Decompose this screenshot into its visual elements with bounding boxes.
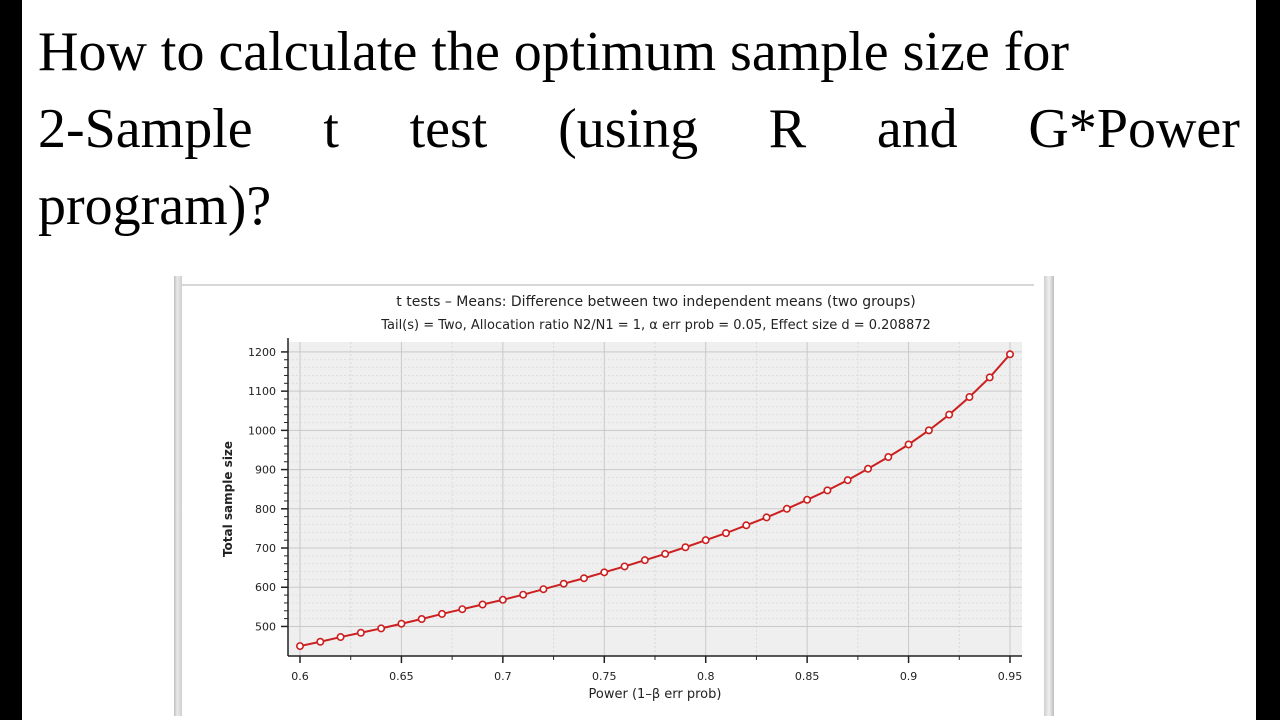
- heading-word: t: [323, 98, 339, 160]
- heading-word: and: [876, 98, 958, 160]
- panel-right-edge: [1044, 276, 1054, 716]
- y-tick-label: 1000: [248, 424, 276, 437]
- heading-word: 2-Sample: [38, 98, 253, 160]
- data-point: [823, 486, 832, 495]
- y-tick-label: 800: [255, 503, 276, 516]
- data-point: [437, 609, 446, 618]
- data-point: [863, 464, 872, 473]
- y-axis-label: Total sample size: [221, 441, 235, 557]
- data-point: [884, 453, 893, 462]
- data-point: [600, 568, 609, 577]
- y-tick-label: 900: [255, 464, 276, 477]
- data-point: [579, 574, 588, 583]
- panel-top-border: [182, 284, 1034, 286]
- x-tick-label: 0.9: [900, 670, 918, 683]
- x-tick-label: 0.6: [291, 670, 309, 683]
- x-axis-label: Power (1–β err prob): [589, 687, 722, 702]
- heading-line-3: program)?: [38, 175, 272, 237]
- data-point: [965, 393, 974, 402]
- data-point: [458, 605, 467, 614]
- data-point: [336, 633, 345, 642]
- power-chart: t tests – Means: Difference between two …: [221, 294, 1023, 702]
- data-point: [397, 619, 406, 628]
- x-tick-label: 0.85: [795, 670, 820, 683]
- data-point: [721, 529, 730, 538]
- x-tick-label: 0.65: [389, 670, 414, 683]
- data-point: [762, 513, 771, 522]
- data-point: [701, 536, 710, 545]
- heading-word: R: [768, 98, 807, 160]
- data-point: [316, 637, 325, 646]
- data-point: [904, 440, 913, 449]
- chart-subtitle: Tail(s) = Two, Allocation ratio N2/N1 = …: [380, 318, 931, 333]
- y-tick-label: 600: [255, 581, 276, 594]
- data-point: [945, 410, 954, 419]
- y-tick-label: 500: [255, 620, 276, 633]
- y-tick-label: 700: [255, 542, 276, 555]
- data-point: [377, 624, 386, 633]
- heading-word: (using: [558, 98, 699, 160]
- x-tick-label: 0.8: [697, 670, 715, 683]
- data-point: [924, 426, 933, 435]
- data-point: [620, 562, 629, 571]
- data-point: [843, 476, 852, 485]
- data-point: [742, 521, 751, 530]
- x-tick-label: 0.95: [998, 670, 1023, 683]
- data-point: [356, 628, 365, 637]
- chart-title: t tests – Means: Difference between two …: [396, 294, 915, 310]
- heading-word: G*Power: [1028, 98, 1240, 160]
- heading-line-1: How to calculate the optimum sample size…: [38, 21, 1070, 83]
- x-tick-label: 0.7: [494, 670, 512, 683]
- y-tick-label: 1200: [248, 346, 276, 359]
- data-point: [539, 585, 548, 594]
- data-point: [519, 590, 528, 599]
- data-point: [559, 579, 568, 588]
- data-point: [803, 495, 812, 504]
- data-point: [498, 595, 507, 604]
- data-point: [1005, 350, 1014, 359]
- data-point: [296, 642, 305, 651]
- x-tick-label: 0.75: [592, 670, 617, 683]
- data-point: [782, 504, 791, 513]
- heading-word: test: [409, 98, 488, 160]
- panel-left-edge: [174, 276, 182, 716]
- slide-heading: How to calculate the optimum sample size…: [38, 14, 1240, 245]
- data-point: [640, 556, 649, 565]
- data-point: [417, 615, 426, 624]
- data-point: [478, 600, 487, 609]
- data-point: [681, 543, 690, 552]
- y-tick-label: 1100: [248, 385, 276, 398]
- data-point: [661, 549, 670, 558]
- data-point: [985, 373, 994, 382]
